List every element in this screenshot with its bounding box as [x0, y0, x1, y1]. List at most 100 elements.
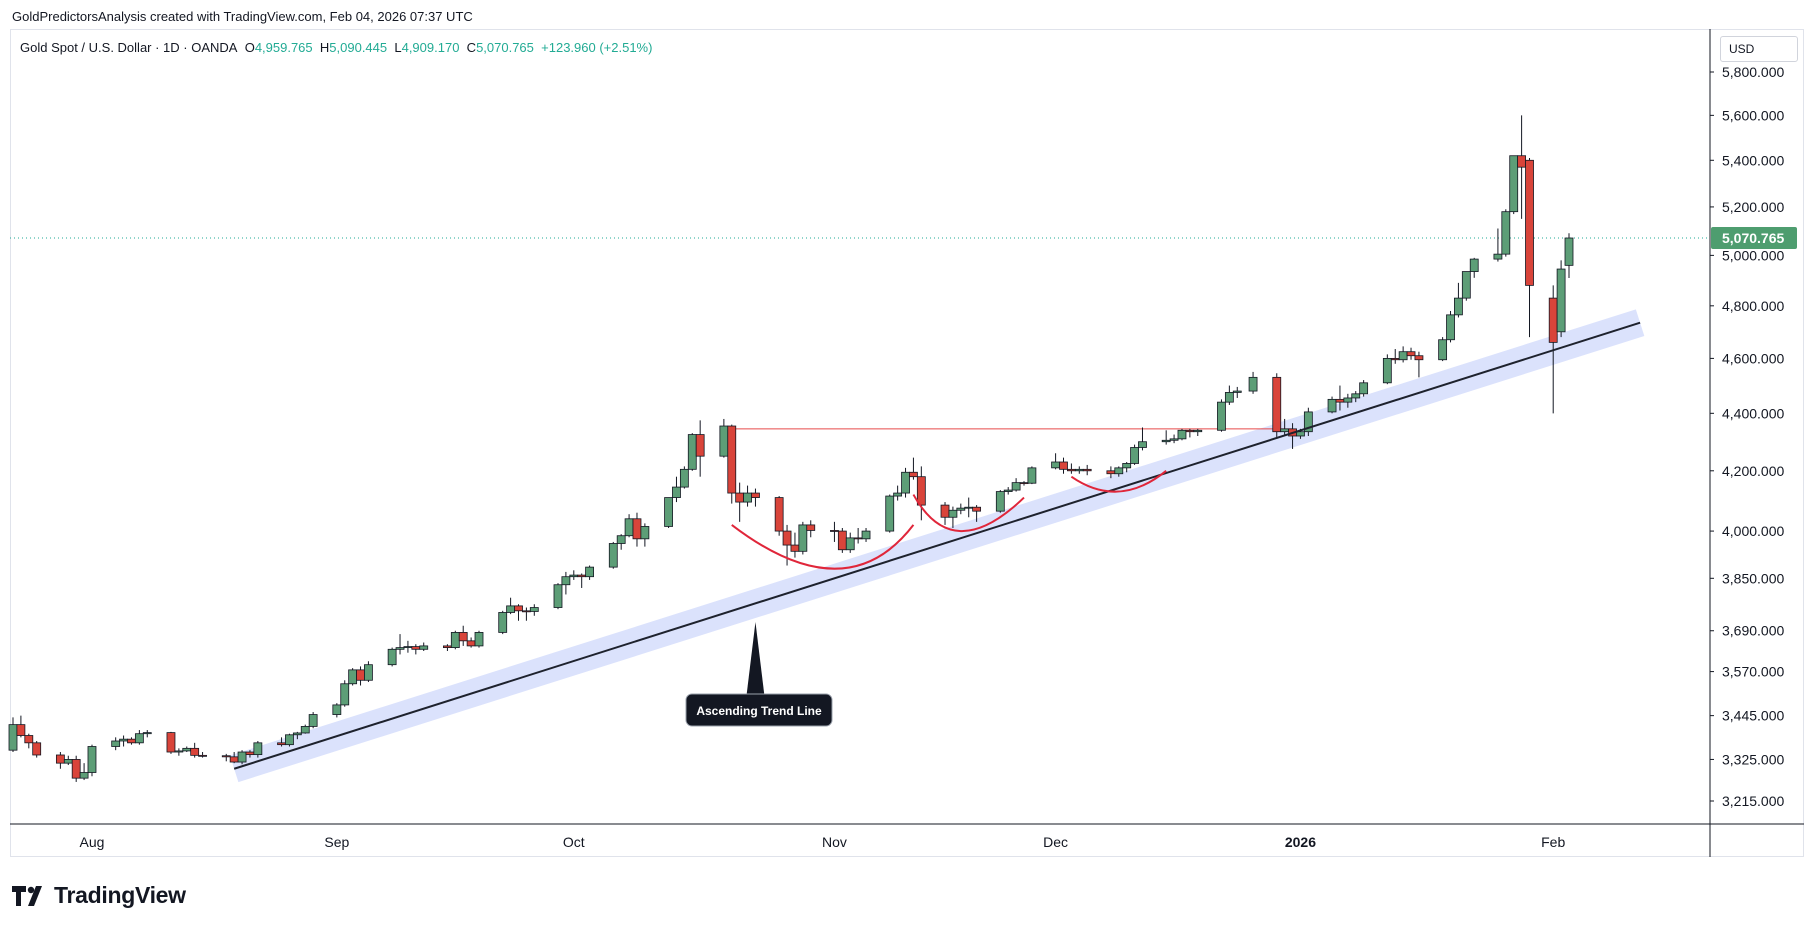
candle[interactable]: [806, 520, 816, 538]
rounded-bottom-2[interactable]: [912, 494, 1025, 532]
candle[interactable]: [1177, 428, 1187, 441]
candle[interactable]: [253, 740, 263, 758]
candle[interactable]: [348, 668, 358, 686]
candle[interactable]: [885, 494, 895, 533]
candle[interactable]: [1138, 427, 1147, 451]
candle[interactable]: [1446, 310, 1455, 343]
candle[interactable]: [1461, 271, 1471, 301]
candle[interactable]: [1019, 481, 1029, 486]
candle[interactable]: [87, 744, 97, 777]
candle[interactable]: [450, 630, 460, 650]
candle[interactable]: [995, 490, 1005, 513]
price-chart[interactable]: Ascending Trend Line 5,800.000 5,600.000 5,…: [0, 0, 1814, 870]
candle[interactable]: [1564, 233, 1574, 279]
candle[interactable]: [751, 488, 760, 507]
candle[interactable]: [237, 750, 247, 765]
candle[interactable]: [458, 625, 468, 646]
candle[interactable]: [1185, 428, 1195, 438]
candle[interactable]: [1406, 347, 1416, 360]
candle[interactable]: [364, 661, 373, 683]
candle[interactable]: [285, 733, 294, 747]
candle[interactable]: [1272, 373, 1282, 439]
candle[interactable]: [845, 532, 855, 553]
candle[interactable]: [672, 476, 681, 503]
candle[interactable]: [1509, 155, 1519, 215]
candle[interactable]: [798, 521, 808, 555]
candle[interactable]: [837, 527, 847, 553]
candle[interactable]: [522, 607, 531, 621]
candle[interactable]: [340, 680, 350, 707]
candle[interactable]: [632, 512, 642, 547]
candle[interactable]: [553, 583, 563, 610]
candle[interactable]: [1114, 466, 1124, 477]
candle[interactable]: [727, 424, 737, 504]
candle[interactable]: [127, 737, 136, 745]
candle[interactable]: [1082, 464, 1092, 476]
candle[interactable]: [1130, 444, 1139, 465]
candle[interactable]: [166, 731, 176, 754]
candle[interactable]: [640, 523, 650, 547]
candle[interactable]: [71, 755, 81, 782]
candle[interactable]: [940, 502, 950, 525]
candle[interactable]: [403, 640, 413, 653]
candle[interactable]: [308, 712, 318, 729]
candle[interactable]: [16, 715, 26, 738]
trend-line-callout[interactable]: Ascending Trend Line: [685, 622, 833, 727]
candle[interactable]: [893, 485, 903, 501]
candle[interactable]: [221, 753, 231, 762]
candle[interactable]: [443, 644, 452, 652]
candle[interactable]: [1438, 337, 1448, 362]
candle[interactable]: [111, 737, 121, 751]
candle[interactable]: [498, 610, 508, 635]
candle[interactable]: [1193, 428, 1203, 436]
candle[interactable]: [174, 748, 184, 756]
rounded-bottom-1[interactable]: [731, 524, 915, 570]
candle[interactable]: [687, 433, 697, 471]
candle[interactable]: [948, 506, 958, 528]
candle[interactable]: [853, 527, 863, 544]
candle[interactable]: [190, 742, 200, 758]
candle[interactable]: [119, 735, 128, 747]
candle[interactable]: [79, 763, 89, 781]
candle[interactable]: [24, 733, 34, 749]
candle[interactable]: [1343, 393, 1353, 408]
candle[interactable]: [1454, 282, 1463, 318]
candle[interactable]: [32, 740, 42, 758]
candle[interactable]: [719, 418, 729, 458]
candle[interactable]: [1066, 463, 1076, 474]
candle[interactable]: [1390, 349, 1400, 364]
candle[interactable]: [1011, 478, 1021, 492]
candle[interactable]: [134, 730, 144, 745]
candle[interactable]: [664, 497, 673, 528]
candle[interactable]: [616, 534, 626, 550]
currency-selector[interactable]: USD: [1720, 36, 1798, 62]
candle[interactable]: [561, 571, 571, 595]
candle[interactable]: [1224, 385, 1234, 405]
candle[interactable]: [1351, 391, 1361, 403]
candle[interactable]: [735, 482, 745, 522]
candle[interactable]: [142, 730, 152, 738]
candle[interactable]: [916, 466, 926, 521]
candle[interactable]: [514, 604, 523, 621]
candle[interactable]: [569, 570, 579, 580]
candle[interactable]: [1414, 351, 1424, 378]
candle[interactable]: [901, 467, 910, 498]
candle[interactable]: [1074, 466, 1084, 474]
candle[interactable]: [774, 496, 784, 536]
candle[interactable]: [529, 604, 539, 616]
candle[interactable]: [1169, 434, 1179, 444]
candle[interactable]: [1161, 430, 1171, 445]
candle[interactable]: [1359, 380, 1369, 397]
rounded-bottom-3[interactable]: [1070, 470, 1167, 493]
candle[interactable]: [577, 573, 587, 588]
candle[interactable]: [861, 527, 871, 542]
candle[interactable]: [1517, 115, 1527, 219]
candle[interactable]: [1493, 228, 1503, 262]
ascending-trend-line[interactable]: [233, 321, 1641, 770]
candle[interactable]: [292, 731, 302, 740]
candle[interactable]: [55, 752, 65, 769]
candle[interactable]: [506, 597, 516, 615]
candle[interactable]: [790, 532, 800, 558]
candle[interactable]: [8, 717, 18, 753]
candle[interactable]: [956, 503, 966, 515]
